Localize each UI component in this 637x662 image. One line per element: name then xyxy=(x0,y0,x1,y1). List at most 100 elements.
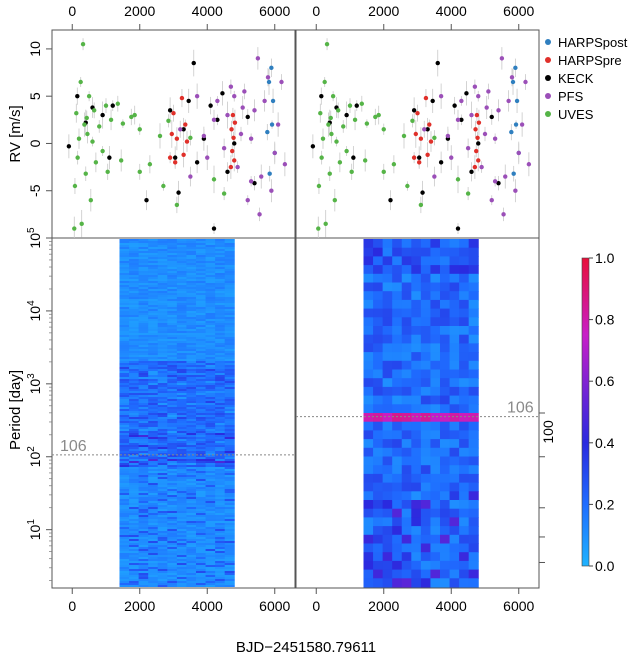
heatmap-cell xyxy=(449,534,460,544)
heatmap-cell xyxy=(167,301,178,303)
heatmap-cell xyxy=(186,261,197,263)
rv-point-harpspre xyxy=(423,95,429,101)
heatmap-cell xyxy=(411,578,422,588)
heatmap-cell xyxy=(119,579,130,581)
heatmap-cell xyxy=(176,417,187,419)
heatmap-cell xyxy=(196,307,207,309)
heatmap-cell xyxy=(186,383,197,385)
heatmap-cell xyxy=(363,560,374,571)
heatmap-cell xyxy=(440,526,451,536)
heatmap-cell xyxy=(215,291,226,293)
heatmap-cell xyxy=(148,319,159,321)
heatmap-cell xyxy=(138,409,149,411)
heatmap-cell xyxy=(167,399,178,401)
heatmap-cell xyxy=(459,247,470,257)
legend-label-uves: UVES xyxy=(558,107,594,122)
heatmap-cell xyxy=(167,323,178,325)
heatmap-cell xyxy=(186,473,197,475)
heatmap-cell xyxy=(129,263,140,265)
heatmap-cell xyxy=(167,475,178,477)
heatmap-cell xyxy=(167,341,178,343)
heatmap-cell xyxy=(205,317,216,319)
heatmap-cell xyxy=(186,361,197,363)
heatmap-cell xyxy=(392,282,403,292)
heatmap-cell xyxy=(138,321,149,323)
heatmap-cell xyxy=(459,239,470,249)
heatmap-cell xyxy=(440,439,451,449)
rv-point-pfs xyxy=(492,179,498,184)
heatmap-cell xyxy=(129,383,140,385)
heatmap-cell xyxy=(224,337,235,339)
heatmap-cell xyxy=(157,409,168,411)
heatmap-cell xyxy=(176,341,187,343)
heatmap-cell xyxy=(215,459,226,461)
heatmap-cell xyxy=(468,456,479,466)
heatmap-cell xyxy=(215,281,226,283)
heatmap-cell xyxy=(459,526,470,536)
heatmap-cell xyxy=(459,308,470,318)
heatmap-cell xyxy=(411,482,422,492)
heatmap-cell xyxy=(196,283,207,285)
heatmap-cell xyxy=(157,503,168,505)
rv-y-tick-label: 10 xyxy=(27,41,43,57)
heatmap-cell xyxy=(186,285,197,287)
heatmap-cell xyxy=(186,387,197,389)
heatmap-cell xyxy=(157,285,168,287)
heatmap-cell xyxy=(148,253,159,255)
heatmap-cell xyxy=(215,447,226,449)
heatmap-cell xyxy=(440,552,451,562)
heatmap-cell xyxy=(215,389,226,391)
heatmap-cell xyxy=(430,456,441,466)
heatmap-cell xyxy=(196,347,207,349)
heatmap-cell xyxy=(129,435,140,437)
heatmap-cell xyxy=(119,383,130,385)
heatmap-cell xyxy=(129,287,140,289)
heatmap-cell xyxy=(157,533,168,535)
heatmap-cell xyxy=(186,281,197,283)
heatmap-cell xyxy=(215,491,226,493)
heatmap-cell xyxy=(224,259,235,261)
heatmap-cell xyxy=(148,283,159,285)
heatmap-cell xyxy=(411,404,422,414)
heatmap-cell xyxy=(167,277,178,279)
heatmap-cell xyxy=(167,511,178,513)
heatmap-cell xyxy=(138,435,149,437)
rv-point-harpspost xyxy=(265,129,270,135)
heatmap-cell xyxy=(215,561,226,563)
heatmap-cell xyxy=(449,239,460,249)
heatmap-cell xyxy=(196,257,207,259)
heatmap-cell xyxy=(138,459,149,461)
rv-point-keck xyxy=(435,60,440,66)
heatmap-cell xyxy=(382,430,393,440)
rv-point-pfs xyxy=(496,108,501,113)
heatmap-cell xyxy=(176,407,187,409)
heatmap-cell xyxy=(196,531,207,533)
heatmap-cell xyxy=(148,511,159,513)
heatmap-cell xyxy=(148,419,159,421)
heatmap-cell xyxy=(176,269,187,271)
heatmap-cell xyxy=(119,241,130,243)
heatmap-cell xyxy=(420,369,431,379)
heatmap-cell xyxy=(148,519,159,521)
heatmap-cell xyxy=(167,381,178,383)
heatmap-cell xyxy=(167,419,178,421)
heatmap-cell xyxy=(129,461,140,463)
heatmap-cell xyxy=(167,335,178,337)
heatmap-cell xyxy=(215,541,226,543)
rv-point-pfs xyxy=(248,136,254,141)
heatmap-cell xyxy=(459,404,470,414)
heatmap-cell xyxy=(196,415,207,417)
rv-point-uves xyxy=(147,162,153,167)
heatmap-cell xyxy=(430,517,441,527)
heatmap-cell xyxy=(138,411,149,413)
heatmap-cell xyxy=(215,265,226,267)
heatmap-cell xyxy=(224,285,235,287)
heatmap-cell xyxy=(167,519,178,521)
heatmap-cell xyxy=(167,425,178,427)
heatmap-cell xyxy=(148,491,159,493)
heatmap-cell xyxy=(392,247,403,257)
rv-scatter-left xyxy=(66,38,288,238)
heatmap-cell xyxy=(205,575,216,577)
heatmap-cell xyxy=(468,421,479,431)
heatmap-cell xyxy=(157,461,168,463)
